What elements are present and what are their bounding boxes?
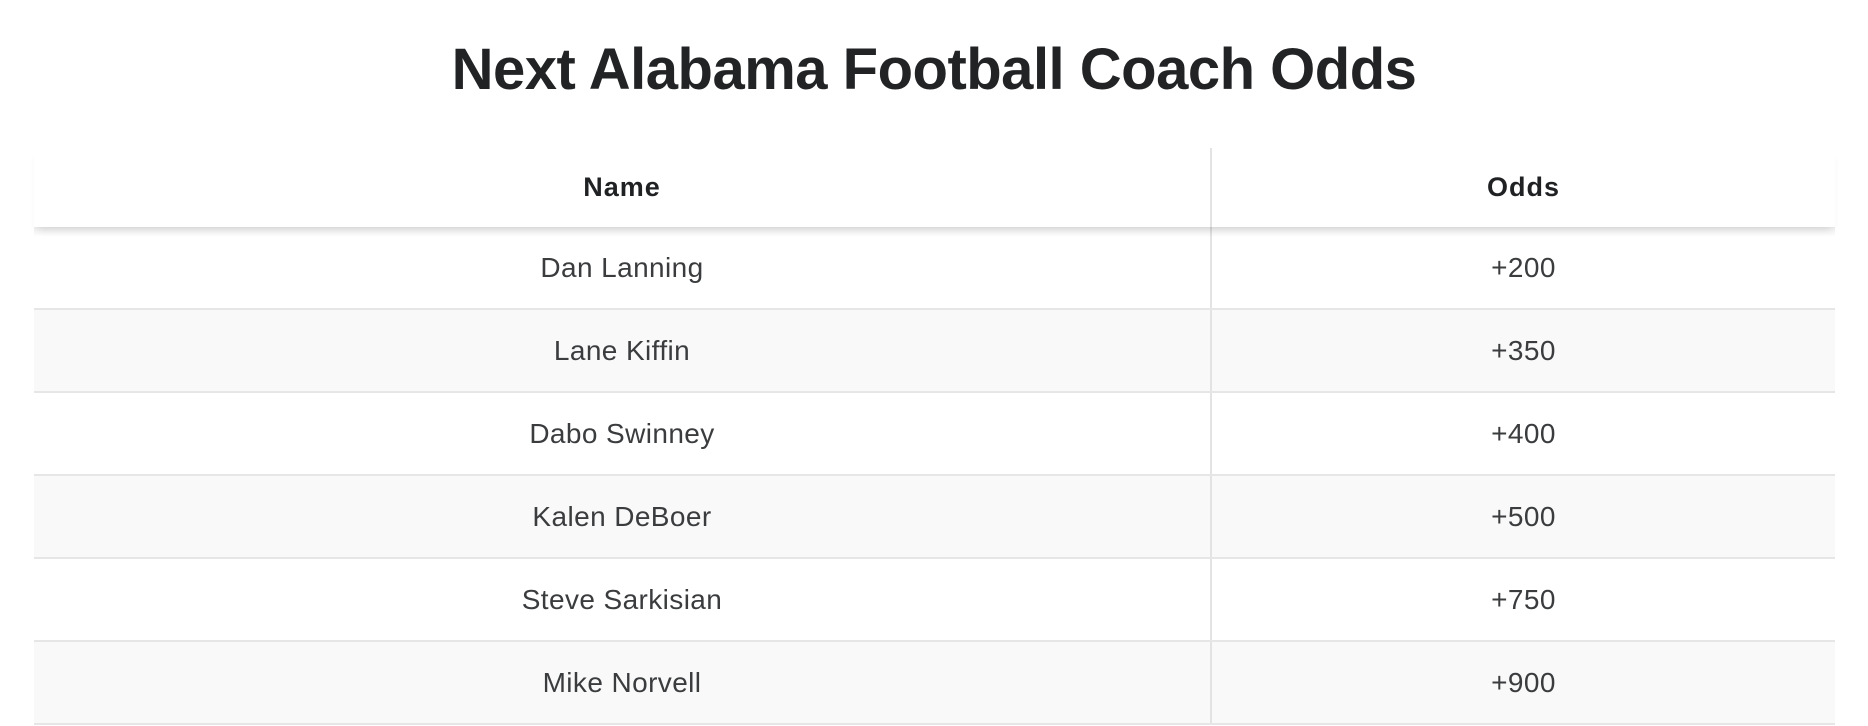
table-row: Dan Lanning +200 — [34, 227, 1835, 310]
table-row: Mike Norvell +900 — [34, 641, 1835, 725]
odds-cell: +500 — [1211, 475, 1835, 559]
table-body: Dan Lanning +200 Lane Kiffin +350 Dabo S… — [34, 227, 1835, 725]
odds-cell: +900 — [1211, 641, 1835, 725]
page-title: Next Alabama Football Coach Odds — [451, 37, 1417, 102]
odds-table: Name Odds Dan Lanning +200 Lane Kiffin +… — [34, 148, 1835, 725]
name-cell: Kalen DeBoer — [34, 475, 1212, 559]
table-header: Name Odds — [34, 148, 1835, 227]
odds-cell: +200 — [1211, 227, 1835, 310]
column-header-name[interactable]: Name — [34, 148, 1212, 227]
column-header-odds[interactable]: Odds — [1211, 148, 1835, 227]
odds-cell: +750 — [1211, 558, 1835, 642]
odds-cell: +350 — [1211, 309, 1835, 393]
name-cell: Dan Lanning — [34, 227, 1212, 310]
header-row: Name Odds — [34, 148, 1835, 227]
name-cell: Steve Sarkisian — [34, 558, 1212, 642]
table-row: Dabo Swinney +400 — [34, 392, 1835, 476]
table-row: Kalen DeBoer +500 — [34, 475, 1835, 559]
name-cell: Dabo Swinney — [34, 392, 1212, 476]
table-row: Steve Sarkisian +750 — [34, 558, 1835, 642]
odds-cell: +400 — [1211, 392, 1835, 476]
odds-table-container: Name Odds Dan Lanning +200 Lane Kiffin +… — [34, 148, 1835, 725]
name-cell: Mike Norvell — [34, 641, 1212, 725]
table-row: Lane Kiffin +350 — [34, 309, 1835, 393]
name-cell: Lane Kiffin — [34, 309, 1212, 393]
